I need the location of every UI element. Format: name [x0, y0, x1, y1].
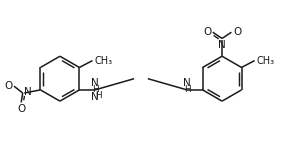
Text: N: N	[24, 87, 32, 97]
Text: O: O	[203, 27, 211, 37]
Text: H: H	[184, 85, 190, 94]
Text: N: N	[91, 92, 99, 102]
Text: N: N	[183, 78, 191, 88]
Text: CH₃: CH₃	[256, 56, 274, 66]
Text: CH₃: CH₃	[94, 56, 112, 66]
Text: O: O	[4, 81, 12, 91]
Text: N: N	[218, 40, 226, 50]
Text: O: O	[233, 27, 241, 37]
Text: H: H	[95, 91, 102, 100]
Text: N: N	[91, 78, 99, 88]
Text: H: H	[92, 85, 98, 94]
Text: O: O	[17, 104, 25, 114]
